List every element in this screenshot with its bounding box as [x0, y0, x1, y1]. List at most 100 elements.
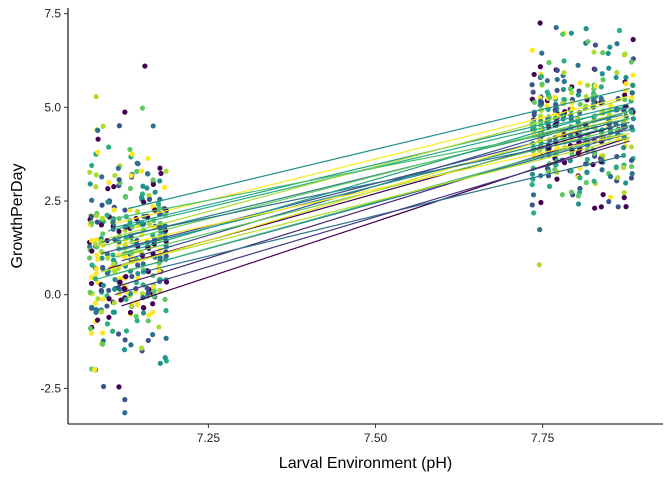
- data-point: [629, 90, 635, 96]
- data-point: [88, 213, 94, 220]
- data-point: [105, 255, 111, 261]
- data-point: [629, 95, 635, 101]
- data-point: [93, 94, 99, 100]
- data-point: [629, 163, 635, 170]
- regression-line: [114, 102, 630, 228]
- data-point: [544, 89, 550, 95]
- data-point: [630, 72, 636, 78]
- data-point: [145, 318, 151, 324]
- y-tick-label: -2.5: [40, 381, 61, 395]
- data-point: [122, 397, 128, 403]
- data-point: [162, 296, 168, 303]
- data-point: [104, 270, 110, 276]
- data-point: [552, 107, 558, 113]
- data-point: [145, 290, 151, 296]
- data-point: [122, 410, 128, 416]
- data-point: [89, 248, 95, 254]
- data-point: [106, 296, 112, 302]
- data-point: [561, 58, 567, 64]
- data-point: [600, 50, 606, 56]
- x-tick-label: 7.75: [531, 431, 555, 445]
- data-point: [163, 335, 169, 341]
- data-point: [628, 109, 634, 115]
- data-point: [577, 185, 583, 192]
- regression-line: [128, 87, 630, 210]
- data-point: [98, 222, 105, 228]
- data-point: [546, 183, 553, 189]
- data-point: [139, 345, 145, 351]
- data-point: [116, 176, 122, 183]
- data-point: [122, 254, 128, 260]
- data-point: [150, 309, 156, 315]
- data-point: [529, 47, 535, 53]
- y-tick-label: 2.5: [44, 194, 61, 208]
- data-point: [554, 67, 560, 73]
- data-point: [592, 66, 598, 73]
- data-point: [559, 192, 566, 198]
- data-point: [95, 149, 101, 155]
- y-tick-label: 7.5: [44, 7, 61, 21]
- data-point: [88, 280, 95, 287]
- data-point: [629, 171, 635, 177]
- data-point: [568, 30, 575, 36]
- y-axis-title: GrowthPerDay: [9, 164, 26, 269]
- data-point: [629, 124, 635, 130]
- data-point: [111, 286, 118, 292]
- data-point: [161, 184, 168, 190]
- data-point: [623, 74, 629, 81]
- data-point: [99, 330, 106, 336]
- x-axis-title: Larval Environment (pH): [279, 455, 452, 472]
- data-point: [116, 123, 122, 129]
- data-point: [111, 268, 118, 274]
- data-point: [116, 228, 122, 235]
- data-point: [115, 331, 122, 337]
- data-point: [146, 192, 152, 198]
- data-point: [115, 165, 121, 171]
- data-point: [106, 287, 112, 294]
- data-point: [615, 175, 621, 181]
- data-point: [127, 291, 134, 297]
- data-point: [529, 181, 535, 188]
- regression-line: [107, 117, 630, 221]
- data-point: [607, 173, 614, 180]
- y-tick-label: 5.0: [44, 100, 61, 114]
- data-point: [150, 177, 156, 183]
- data-point: [150, 332, 156, 338]
- data-point: [127, 146, 133, 153]
- data-point: [88, 330, 95, 336]
- data-point: [106, 144, 112, 150]
- data-point: [150, 123, 156, 129]
- data-point: [606, 198, 612, 205]
- data-point: [538, 199, 544, 206]
- data-point: [141, 199, 147, 205]
- data-point: [592, 83, 599, 89]
- data-point: [608, 102, 614, 109]
- data-point: [529, 171, 535, 177]
- data-point: [157, 255, 163, 261]
- data-point: [575, 193, 581, 199]
- data-point: [628, 175, 635, 181]
- data-point: [87, 169, 93, 175]
- points-layer: [86, 20, 637, 416]
- data-point: [139, 291, 146, 297]
- data-point: [95, 296, 101, 302]
- data-point: [621, 195, 627, 201]
- data-point: [95, 136, 101, 142]
- data-point: [123, 328, 130, 334]
- regression-lines-layer: [94, 87, 630, 307]
- data-point: [93, 271, 99, 277]
- data-point: [104, 303, 110, 309]
- data-point: [544, 103, 550, 109]
- data-point: [94, 317, 101, 323]
- data-point: [620, 145, 627, 151]
- data-point: [100, 123, 106, 129]
- data-point: [162, 355, 168, 361]
- data-point: [598, 204, 604, 210]
- data-point: [546, 59, 552, 66]
- data-point: [99, 215, 106, 221]
- data-point: [110, 257, 117, 263]
- data-point: [585, 39, 591, 45]
- data-point: [104, 321, 111, 327]
- data-point: [89, 262, 95, 268]
- data-point: [94, 252, 100, 258]
